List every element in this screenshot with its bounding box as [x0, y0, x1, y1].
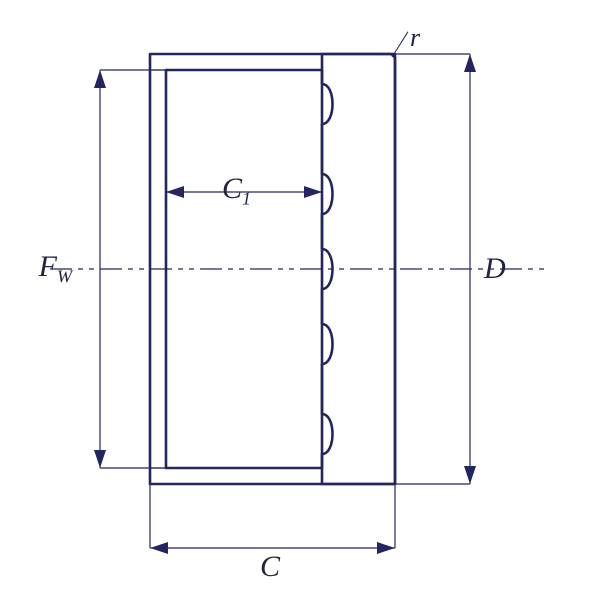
dim-label: C [260, 550, 281, 583]
bearing-cross-section-diagram: FWDCC1r [0, 0, 600, 600]
label-r: r [410, 23, 421, 52]
dim-label: D [483, 252, 506, 285]
